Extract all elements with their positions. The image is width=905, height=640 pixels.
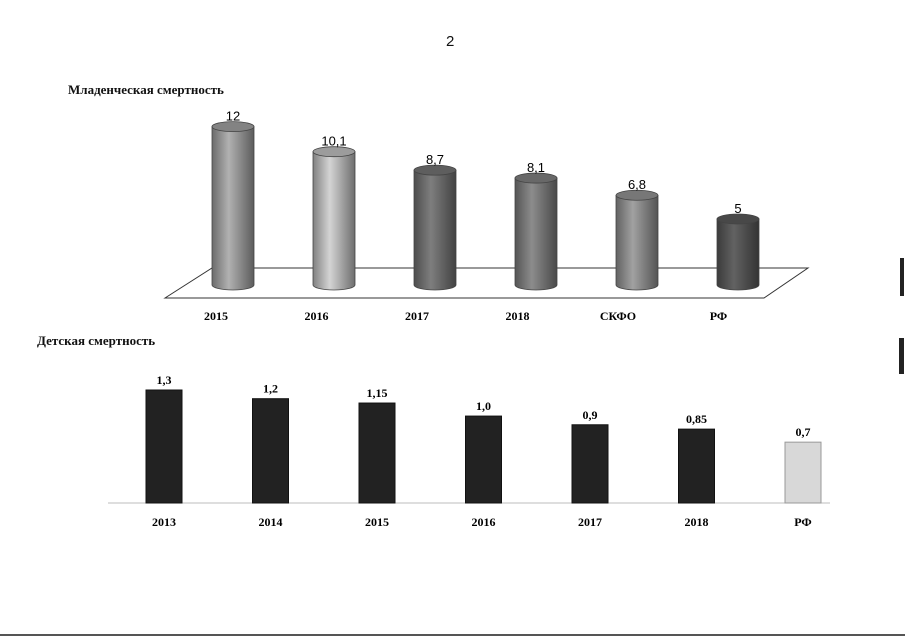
data-label-РФ: 5 (734, 201, 741, 216)
x-tick-2015: 2015 (204, 309, 228, 323)
bar-СКФО (615, 194, 659, 291)
bar-top-2016 (312, 146, 356, 158)
x-tick-2016: 2016 (472, 515, 496, 529)
scan-edge-mark-bottom (899, 338, 904, 374)
bar-2013 (145, 389, 183, 504)
bar-РФ (784, 441, 822, 504)
data-label-2017: 0,9 (583, 408, 598, 422)
x-tick-2016: 2016 (305, 309, 329, 323)
x-tick-СКФО: СКФО (600, 309, 636, 323)
data-label-2018: 0,85 (686, 412, 707, 426)
x-tick-2018: 2018 (685, 515, 709, 529)
infant-mortality-chart: 12 2015 10,1 2016 8,7 2017 8,1 2018 6,8 СКФО 5 РФ (163, 109, 810, 323)
bar-2015 (358, 402, 396, 504)
bar-2018 (514, 177, 558, 291)
bar-top-2015 (211, 121, 255, 132)
bar-2016 (465, 415, 502, 504)
bar-2018 (678, 428, 715, 504)
x-tick-2015: 2015 (365, 515, 389, 529)
x-tick-2013: 2013 (152, 515, 176, 529)
x-tick-РФ: РФ (710, 309, 727, 323)
x-tick-2017: 2017 (578, 515, 602, 529)
chart-title-infant-mortality: Младенческая смертность (68, 82, 224, 97)
x-tick-2017: 2017 (405, 309, 429, 323)
x-tick-2014: 2014 (259, 515, 283, 529)
chart-title-child-mortality: Детская смертность (37, 333, 156, 348)
bar-2017 (571, 424, 609, 504)
data-label-2017: 8,7 (426, 152, 444, 167)
data-label-2013: 1,3 (157, 373, 172, 387)
bar-top-РФ (716, 213, 760, 225)
bar-2016 (312, 151, 356, 291)
data-label-2015: 1,15 (367, 386, 388, 400)
data-label-2015: 12 (226, 109, 240, 124)
data-label-2018: 8,1 (527, 160, 545, 175)
bar-2014 (252, 398, 289, 504)
scan-bottom-line (0, 634, 905, 636)
x-tick-РФ: РФ (794, 515, 811, 529)
data-label-РФ: 0,7 (796, 425, 811, 439)
bar-РФ (716, 218, 760, 291)
bar-2015 (211, 126, 255, 291)
scan-edge-mark-top (900, 258, 904, 296)
data-label-2016: 1,0 (476, 399, 491, 413)
bar-top-СКФО (615, 189, 659, 201)
x-tick-2018: 2018 (506, 309, 530, 323)
page-number: 2 (446, 33, 455, 50)
bar-2017 (413, 169, 457, 291)
data-label-2016: 10,1 (321, 134, 346, 149)
data-label-2014: 1,2 (263, 382, 278, 396)
data-label-СКФО: 6,8 (628, 177, 646, 192)
bar-top-2018 (514, 172, 558, 184)
bar-top-2017 (413, 164, 457, 176)
